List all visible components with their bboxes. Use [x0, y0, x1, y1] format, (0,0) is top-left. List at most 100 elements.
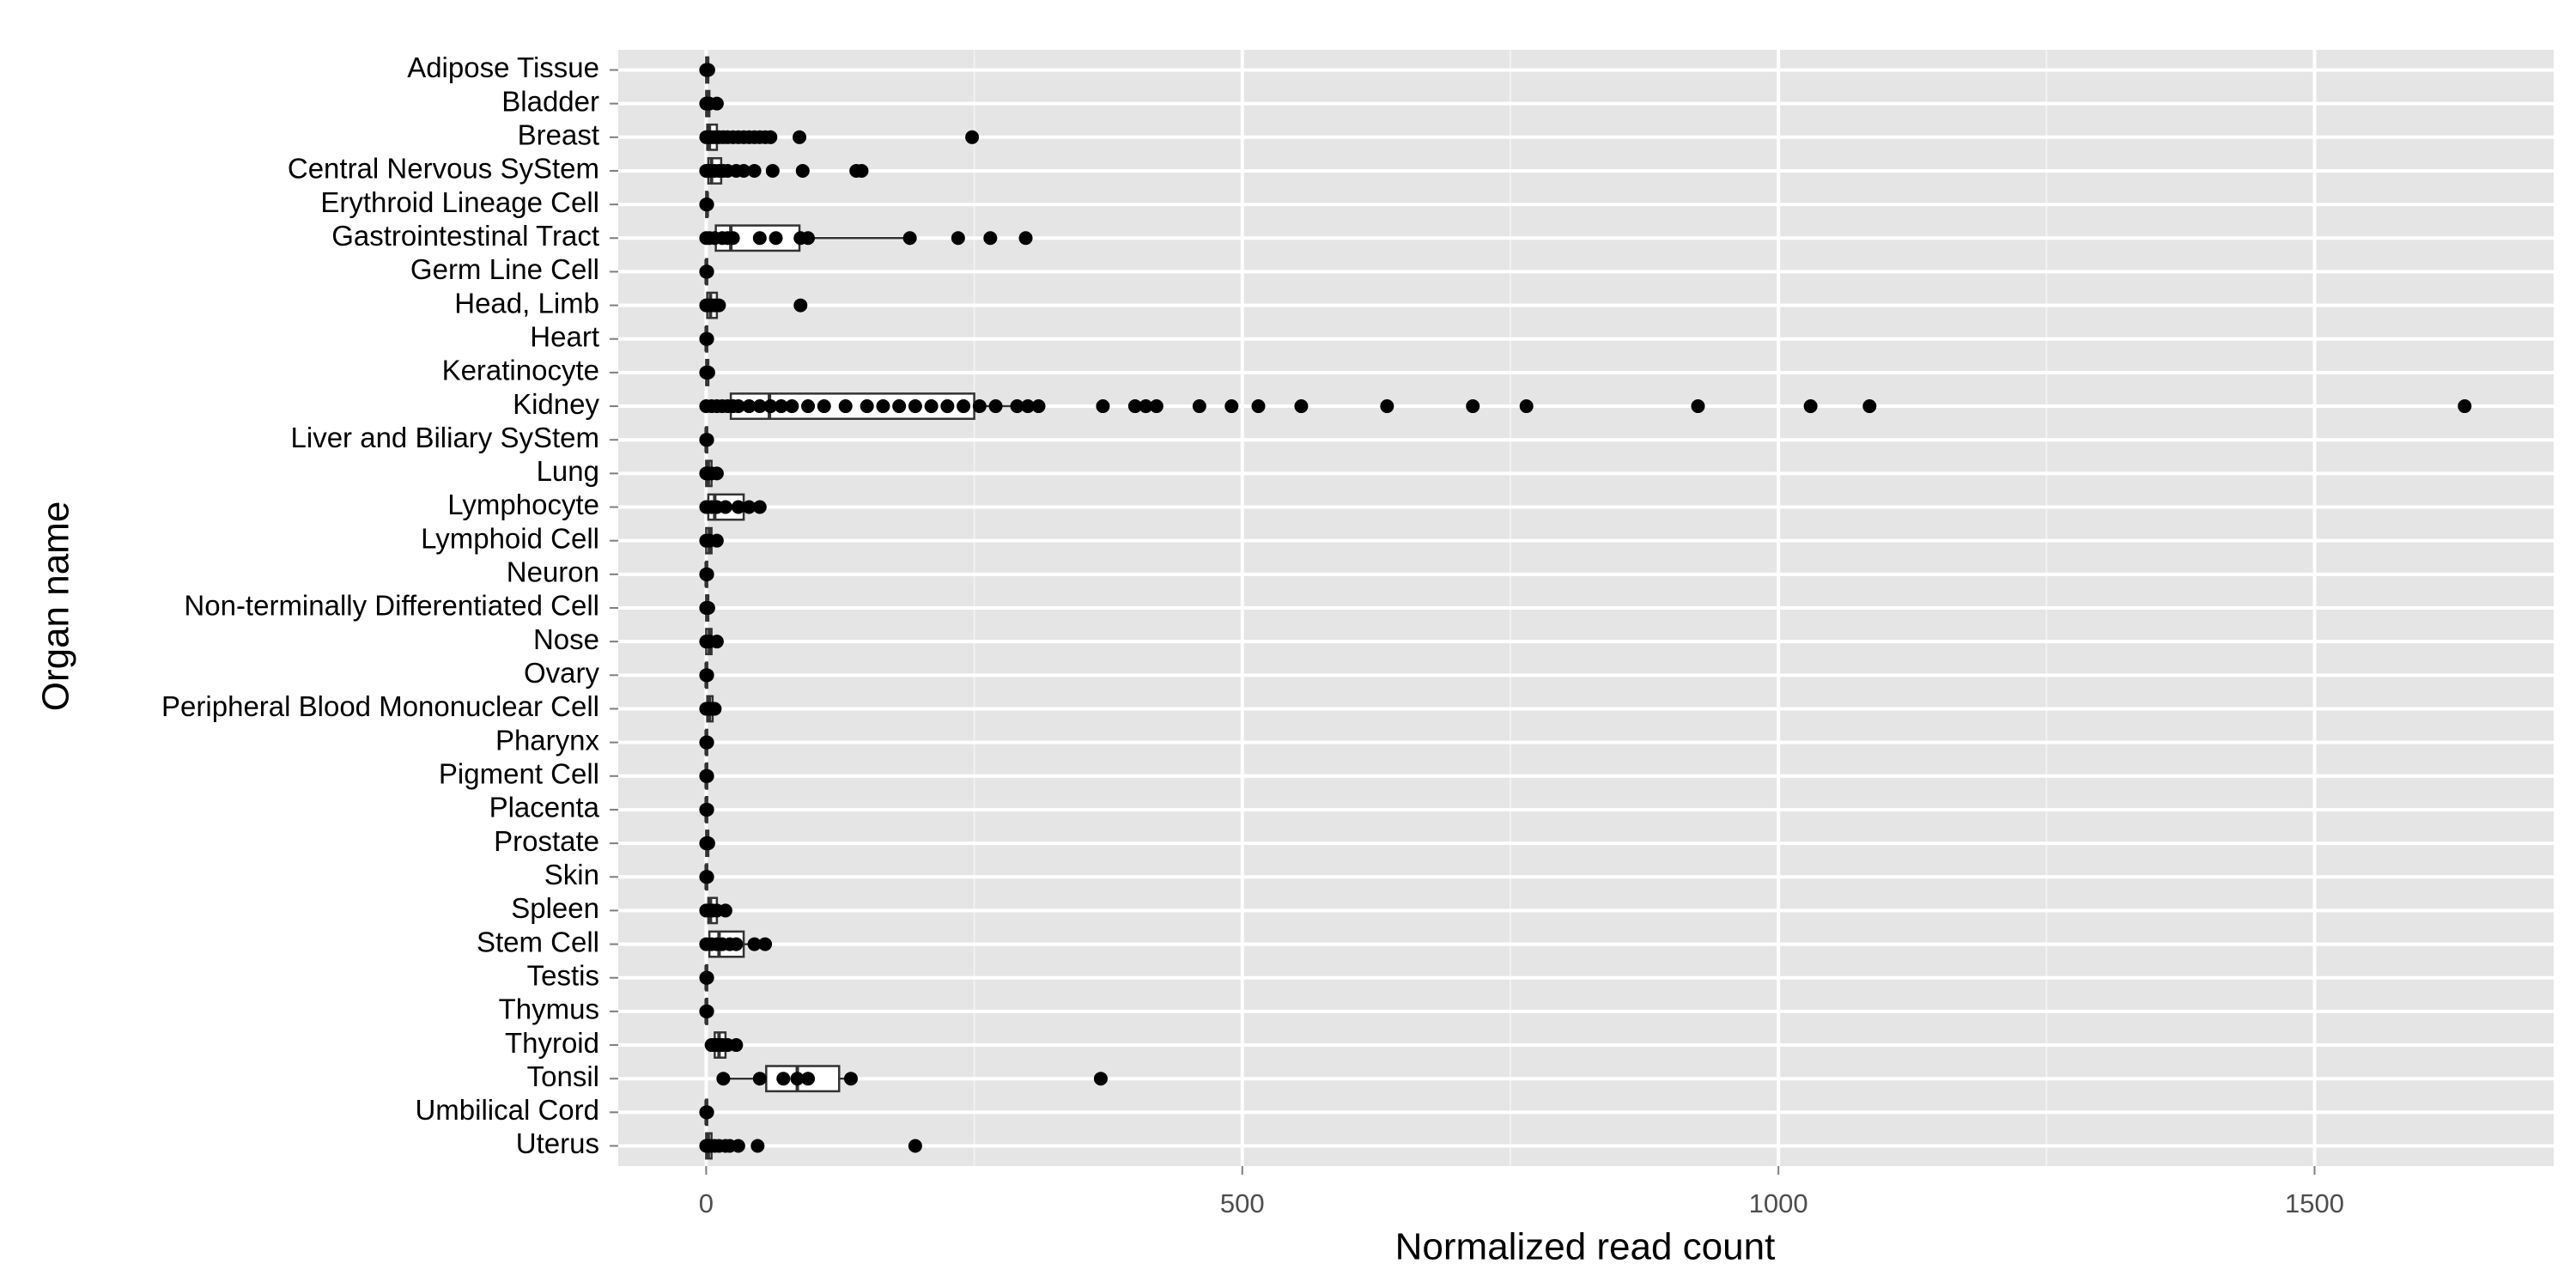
point: [747, 937, 762, 951]
y-tick-label: Placenta: [489, 792, 600, 823]
x-tick-label: 1000: [1749, 1188, 1808, 1218]
point: [908, 399, 922, 414]
point: [700, 197, 714, 212]
point: [1224, 399, 1239, 414]
point: [700, 264, 714, 279]
y-tick-label: Skin: [544, 859, 599, 890]
point: [700, 870, 714, 884]
point: [892, 399, 907, 414]
y-tick-label: Pharynx: [495, 724, 600, 756]
point: [1519, 399, 1534, 414]
point: [1380, 399, 1394, 414]
y-tick-label: Spleen: [511, 892, 599, 924]
point: [988, 399, 1003, 414]
point: [726, 231, 740, 246]
point: [731, 500, 745, 514]
point: [731, 1139, 745, 1153]
y-tick-label: Non-terminally Differentiated Cell: [184, 590, 599, 622]
x-tick-label: 500: [1220, 1188, 1265, 1218]
point: [729, 937, 744, 951]
point: [763, 399, 778, 414]
point: [758, 937, 773, 951]
point: [752, 231, 767, 246]
point: [838, 399, 853, 414]
point: [700, 567, 714, 581]
point: [709, 466, 724, 481]
point: [908, 1139, 922, 1153]
y-tick-label: Ovary: [524, 657, 600, 689]
x-tick-label: 0: [699, 1188, 714, 1218]
point: [1294, 399, 1309, 414]
y-tick-label: Keratinocyte: [442, 355, 599, 386]
y-tick-label: Erythroid Lineage Cell: [320, 186, 599, 218]
point: [700, 331, 714, 346]
y-tick-label: Lymphocyte: [447, 489, 599, 520]
y-tick-label: Thymus: [499, 993, 599, 1025]
point: [801, 231, 816, 246]
point: [716, 1072, 731, 1086]
point: [1096, 399, 1110, 414]
point: [701, 63, 715, 77]
y-tick-label: Thyroid: [505, 1027, 599, 1059]
point: [708, 702, 722, 716]
point: [940, 399, 955, 414]
point: [1018, 231, 1033, 246]
point: [700, 769, 714, 783]
point: [731, 399, 745, 414]
point: [774, 399, 788, 414]
point: [700, 1105, 714, 1120]
point: [1251, 399, 1266, 414]
point: [1862, 399, 1877, 414]
point: [1149, 399, 1163, 414]
y-tick-label: Uterus: [516, 1127, 599, 1159]
point: [1466, 399, 1480, 414]
point: [1691, 399, 1705, 414]
point: [709, 533, 724, 548]
point: [1031, 399, 1046, 414]
x-axis-title: Normalized read count: [1395, 1226, 1776, 1268]
point: [700, 1004, 714, 1018]
point: [765, 163, 780, 178]
point: [902, 231, 917, 246]
y-tick-label: Adipose Tissue: [407, 52, 599, 83]
point: [742, 399, 756, 414]
point: [752, 1072, 767, 1086]
y-tick-label: Lung: [537, 455, 599, 487]
point: [972, 399, 987, 414]
point: [729, 1038, 744, 1053]
point: [790, 1072, 805, 1086]
point: [1010, 399, 1024, 414]
point: [795, 163, 810, 178]
y-tick-label: Lymphoid Cell: [421, 522, 599, 554]
y-tick-label: Kidney: [513, 388, 599, 420]
point: [1139, 399, 1153, 414]
point: [701, 601, 715, 615]
y-tick-label: Testis: [527, 959, 599, 991]
point: [742, 500, 756, 514]
point: [718, 500, 732, 514]
point: [924, 399, 939, 414]
point: [854, 163, 869, 178]
x-tick-label: 1500: [2285, 1188, 2344, 1218]
point: [701, 365, 715, 380]
y-tick-label: Central Nervous SyStem: [288, 153, 599, 185]
y-tick-label: Liver and Biliary SyStem: [291, 422, 599, 453]
y-tick-label: Prostate: [494, 825, 599, 857]
point: [700, 802, 714, 817]
y-tick-label: Bladder: [501, 85, 599, 117]
y-tick-label: Peripheral Blood Mononuclear Cell: [161, 690, 599, 722]
point: [951, 231, 965, 246]
point: [801, 399, 816, 414]
point: [709, 96, 724, 111]
y-tick-label: Head, Limb: [454, 287, 599, 319]
y-tick-label: Nose: [533, 623, 599, 655]
point: [843, 1072, 858, 1086]
point: [700, 735, 714, 750]
y-tick-label: Umbilical Cord: [415, 1094, 599, 1126]
point: [763, 130, 778, 144]
point: [776, 1072, 791, 1086]
point: [769, 231, 783, 246]
point: [1021, 399, 1036, 414]
point: [1192, 399, 1206, 414]
y-tick-label: Stem Cell: [477, 926, 599, 957]
